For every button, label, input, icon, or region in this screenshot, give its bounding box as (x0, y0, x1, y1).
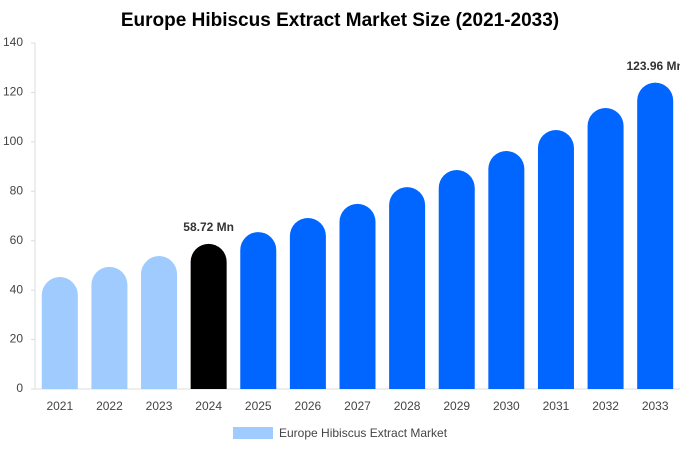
x-tick-label: 2032 (592, 399, 619, 413)
bar (389, 187, 426, 389)
x-tick-label: 2031 (543, 399, 570, 413)
y-tick-label: 120 (3, 85, 23, 99)
value-label: 123.96 Mn (627, 59, 680, 73)
bar (190, 243, 227, 389)
bar (587, 107, 624, 390)
y-tick-label: 140 (3, 35, 23, 49)
legend-swatch (233, 427, 273, 439)
x-tick-label: 2029 (443, 399, 470, 413)
y-tick-label: 100 (3, 134, 23, 148)
bar (537, 129, 574, 389)
y-tick-label: 0 (16, 381, 23, 395)
bar (438, 170, 475, 389)
chart-title: Europe Hibiscus Extract Market Size (202… (121, 10, 559, 31)
x-tick-label: 2023 (146, 399, 173, 413)
bar (289, 217, 326, 389)
x-tick-label: 2033 (642, 399, 669, 413)
x-tick-label: 2024 (195, 399, 222, 413)
value-label: 58.72 Mn (183, 220, 234, 234)
y-tick-label: 20 (10, 332, 24, 346)
x-tick-label: 2027 (344, 399, 371, 413)
x-tick-label: 2030 (493, 399, 520, 413)
bar (91, 266, 128, 389)
x-tick-label: 2026 (295, 399, 322, 413)
x-tick-label: 2022 (96, 399, 123, 413)
x-tick-label: 2021 (46, 399, 73, 413)
y-tick-label: 60 (10, 233, 24, 247)
bar (339, 203, 376, 389)
bar (637, 82, 674, 389)
bar (141, 256, 178, 389)
bar (488, 151, 525, 389)
bar (240, 232, 277, 389)
legend-label: Europe Hibiscus Extract Market (279, 426, 448, 440)
y-tick-label: 80 (10, 183, 24, 197)
y-tick-label: 40 (10, 282, 24, 296)
bar (41, 277, 78, 389)
x-tick-label: 2025 (245, 399, 272, 413)
x-tick-label: 2028 (394, 399, 421, 413)
